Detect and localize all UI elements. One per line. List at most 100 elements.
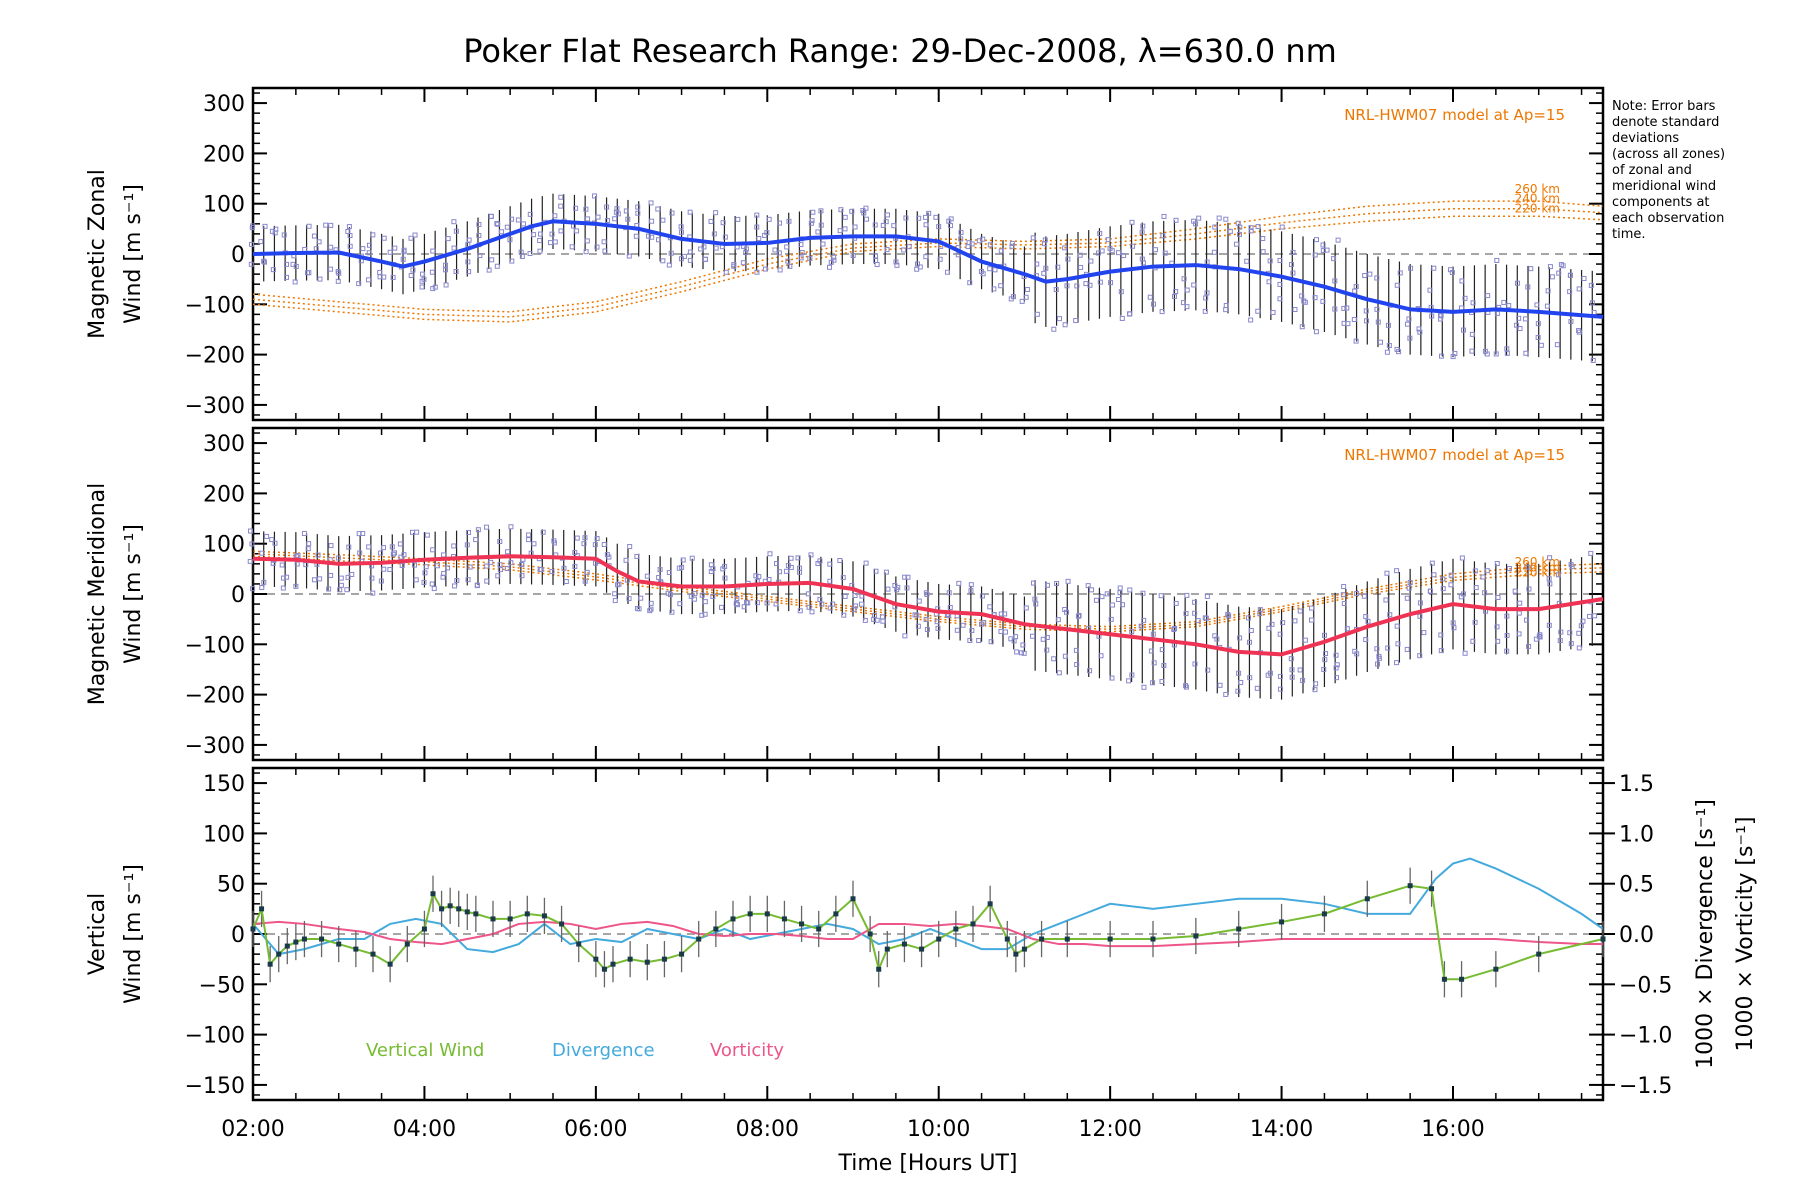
scatter-point [392, 550, 398, 556]
scatter-point [1407, 580, 1413, 586]
scatter-point [785, 258, 791, 264]
scatter-point [1514, 322, 1520, 328]
scatter-point [1363, 614, 1369, 620]
scatter-point [1267, 670, 1273, 676]
scatter-point [1205, 667, 1211, 673]
scatter-point [1394, 568, 1400, 574]
vertical-wind-point [953, 926, 959, 932]
scatter-point [1280, 620, 1286, 626]
scatter-point [776, 250, 782, 256]
scatter-point [1139, 229, 1145, 235]
scatter-point [261, 258, 267, 264]
panels: 300 200 100 0 −100 −200 −300 Magnetic Zonal Wind… [85, 86, 1758, 1176]
scatter-point [764, 230, 770, 236]
y-tick-label: 0 [231, 923, 245, 948]
scatter-point [518, 249, 524, 255]
scatter-point [1363, 637, 1369, 643]
scatter-point [1362, 273, 1368, 279]
y-tick-label: −200 [185, 344, 245, 369]
scatter-point [1299, 293, 1305, 299]
scatter-point [864, 216, 870, 222]
scatter-point [923, 254, 929, 260]
scatter-point [916, 598, 922, 604]
scatter-point [666, 570, 672, 576]
scatter-point [582, 578, 588, 584]
scatter-point [809, 218, 815, 224]
scatter-point [788, 555, 794, 561]
scatter-point [1227, 228, 1233, 234]
scatter-point [668, 250, 674, 256]
scatter-point [465, 577, 471, 583]
scatter-point [1095, 250, 1101, 256]
scatter-point [1469, 348, 1475, 354]
scatter-point [1171, 293, 1177, 299]
scatter-point [398, 554, 404, 560]
scatter-point [797, 569, 803, 575]
scatter-point [998, 283, 1004, 289]
scatter-point [1459, 555, 1465, 561]
scatter-point [509, 216, 515, 222]
scatter-point [776, 569, 782, 575]
scatter-point [1217, 682, 1223, 688]
scatter-point [1013, 634, 1019, 640]
scatter-point [507, 237, 513, 243]
scatter-point [1193, 221, 1199, 227]
scatter-point [756, 574, 762, 580]
vertical-wind-point [970, 921, 976, 927]
vertical-wind-point [576, 941, 582, 947]
scatter-point [381, 566, 387, 572]
scatter-point [1431, 265, 1437, 271]
scatter-point [1002, 611, 1008, 617]
vertical-wind-point [301, 936, 307, 942]
scatter-point [711, 231, 717, 237]
scatter-point [1504, 632, 1510, 638]
scatter-point [998, 248, 1004, 254]
scatter-point [328, 244, 334, 250]
scatter-point [1560, 263, 1566, 269]
x-tick-label: 02:00 [221, 1117, 284, 1142]
scatter-point [1184, 304, 1190, 310]
scatter-point [328, 543, 334, 549]
scatter-point [1160, 233, 1166, 239]
scatter-point [366, 250, 372, 256]
scatter-point [1030, 235, 1036, 241]
model-line-label: 240 km [1515, 560, 1560, 574]
scatter-point [1526, 643, 1532, 649]
scatter-point [549, 231, 555, 237]
scatter-point [1161, 213, 1167, 219]
scatter-point [1019, 650, 1025, 656]
scatter-point [526, 532, 532, 538]
scatter-point [874, 617, 880, 623]
scatter-point [859, 601, 865, 607]
note-line: time. [1612, 227, 1646, 242]
scatter-point [497, 562, 503, 568]
scatter-point [1321, 666, 1327, 672]
vertical-wind-point [884, 946, 890, 952]
y-axis-label: Wind [m s⁻¹] [121, 524, 146, 664]
scatter-point [453, 228, 459, 234]
scatter-point [1472, 568, 1478, 574]
scatter-point [347, 233, 353, 239]
scatter-point [853, 603, 859, 609]
scatter-point [1184, 287, 1190, 293]
scatter-point [1558, 629, 1564, 635]
scatter-point [798, 242, 804, 248]
scatter-point [466, 237, 472, 243]
scatter-point [408, 235, 414, 241]
scatter-point [831, 254, 837, 260]
scatter-point [1257, 611, 1263, 617]
y-tick-label: 0 [231, 583, 245, 608]
vertical-wind-point [1021, 946, 1027, 952]
scatter-point [1512, 588, 1518, 594]
scatter-point [1332, 306, 1338, 312]
scatter-point [1226, 613, 1232, 619]
scatter-point [1246, 615, 1252, 621]
vertical-wind-point [816, 926, 822, 932]
scatter-point [1191, 282, 1197, 288]
scatter-point [561, 565, 567, 571]
vertical-wind-point [1600, 936, 1606, 942]
scatter-point [1494, 257, 1500, 263]
scatter-point [537, 566, 543, 572]
scatter-point [820, 241, 826, 247]
